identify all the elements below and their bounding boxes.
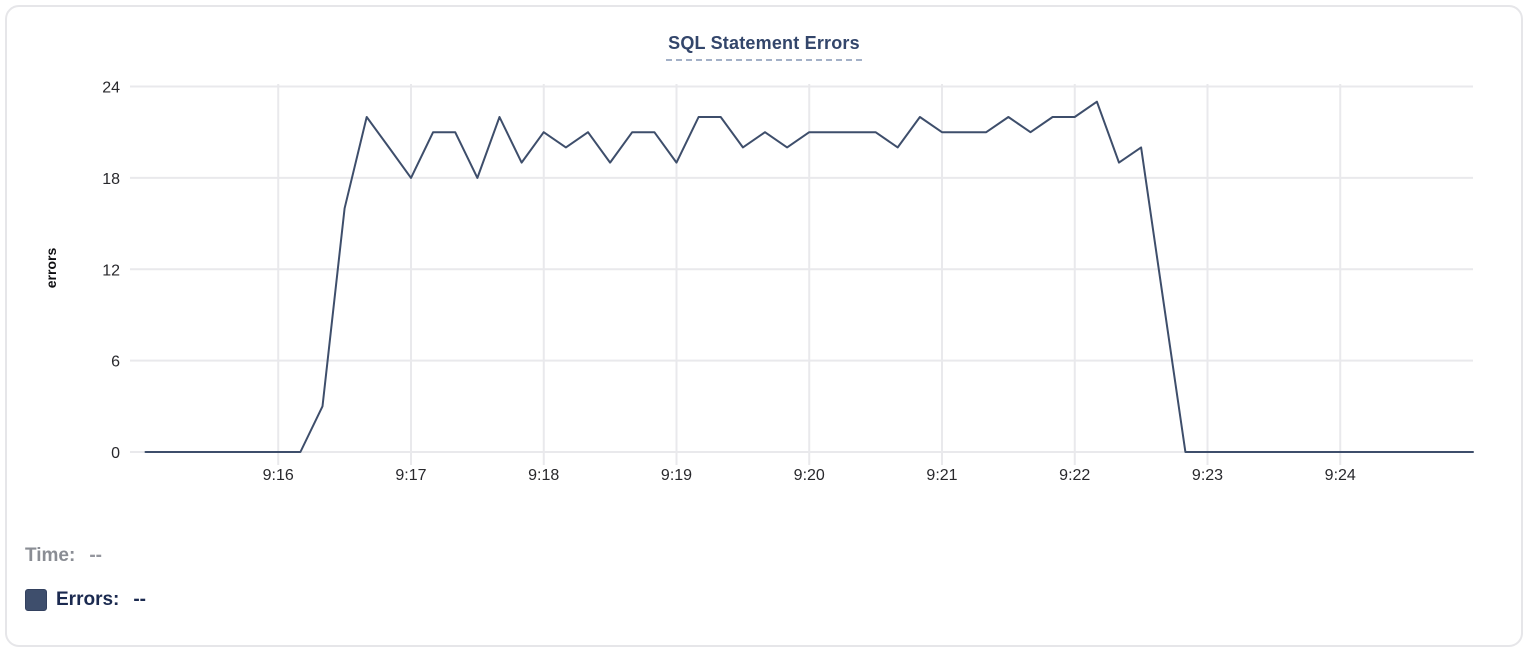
time-label: Time: bbox=[25, 545, 76, 566]
y-tick-label: 6 bbox=[111, 354, 120, 371]
x-tick-label: 9:24 bbox=[1325, 467, 1356, 484]
y-axis-label: errors bbox=[43, 247, 59, 289]
x-tick-label: 9:19 bbox=[661, 467, 692, 484]
x-tick-label: 9:21 bbox=[926, 467, 957, 484]
y-tick-label: 18 bbox=[102, 171, 120, 188]
y-tick-label: 0 bbox=[111, 445, 120, 462]
x-tick-label: 9:22 bbox=[1059, 467, 1090, 484]
errors-line bbox=[144, 100, 1474, 453]
time-value: -- bbox=[89, 545, 102, 566]
chart-title[interactable]: SQL Statement Errors bbox=[666, 33, 862, 61]
errors-value: -- bbox=[133, 589, 147, 610]
x-tick-label: 9:18 bbox=[528, 467, 559, 484]
x-tick-label: 9:17 bbox=[395, 467, 426, 484]
x-tick-label: 9:16 bbox=[263, 467, 294, 484]
y-tick-label: 24 bbox=[102, 80, 120, 97]
y-tick-label: 12 bbox=[102, 262, 120, 279]
chart-header: SQL Statement Errors bbox=[7, 33, 1521, 61]
x-tick-label: 9:20 bbox=[794, 467, 825, 484]
errors-label: Errors: bbox=[56, 589, 120, 610]
chart-card: SQL Statement Errors errors 0 6 12 18 24 9:16… bbox=[5, 5, 1523, 647]
errors-series-swatch bbox=[25, 589, 47, 611]
tooltip-time-row: Time: -- bbox=[25, 545, 102, 567]
chart-plot[interactable]: 0 6 12 18 24 9:16 9:17 9:18 9:19 9:20 9:21 9:22 9:23… bbox=[62, 80, 1474, 490]
tooltip-errors-row: Errors: -- bbox=[25, 589, 146, 611]
x-tick-label: 9:23 bbox=[1192, 467, 1223, 484]
